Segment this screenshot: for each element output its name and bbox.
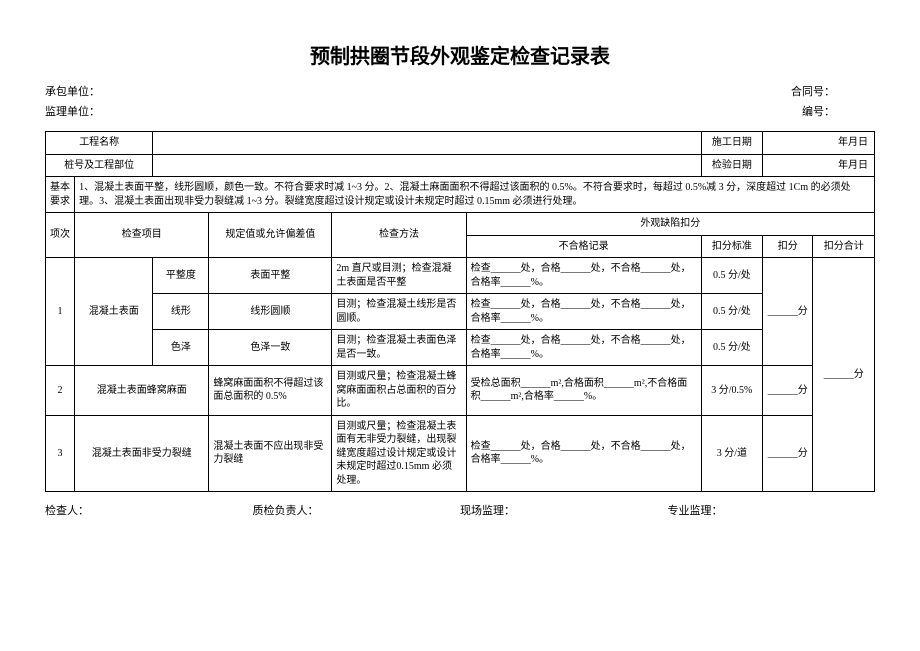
cell-spec: 色泽一致 <box>209 330 332 366</box>
footer-row: 检查人： 质检负责人： 现场监理： 专业监理： <box>45 502 875 518</box>
footer-site-supervisor: 现场监理： <box>460 502 668 518</box>
cell-deduct: ______分 <box>763 258 813 366</box>
serial-no-label: 编号： <box>802 103 835 119</box>
col-defect-header: 外观缺陷扣分 <box>466 213 874 236</box>
cell-fail: 受检总面积______m²,合格面积______m²,不合格面积______m²… <box>466 366 701 416</box>
cell-spec: 表面平整 <box>209 258 332 294</box>
pile-label: 桩号及工程部位 <box>46 154 153 177</box>
header-row-2: 监理单位： 编号： <box>45 103 875 119</box>
project-name-label: 工程名称 <box>46 132 153 155</box>
cell-std: 0.5 分/处 <box>701 258 763 294</box>
cell-std: 0.5 分/处 <box>701 294 763 330</box>
col-seq: 项次 <box>46 213 75 258</box>
cell-method: 2m 直尺或目测；检查混凝土表面是否平整 <box>332 258 466 294</box>
row-project-name: 工程名称 施工日期 年月日 <box>46 132 875 155</box>
contractor-label: 承包单位： <box>45 83 100 99</box>
inspection-table: 工程名称 施工日期 年月日 桩号及工程部位 检验日期 年月日 基本要求 1、混凝… <box>45 131 875 492</box>
row-columns-1: 项次 检查项目 规定值或允许偏差值 检查方法 外观缺陷扣分 <box>46 213 875 236</box>
page-title: 预制拱圈节段外观鉴定检查记录表 <box>45 40 875 69</box>
cell-fail: 检查______处，合格______处，不合格______处，合格率______… <box>466 294 701 330</box>
cell-seq: 3 <box>46 415 75 492</box>
table-row: 线形 线形圆顺 目测；检查混凝土线形是否圆顺。 检查______处，合格____… <box>46 294 875 330</box>
cell-method: 目测；检查混凝土线形是否圆顺。 <box>332 294 466 330</box>
contract-no-label: 合同号： <box>791 83 835 99</box>
col-deduct-total: 扣分合计 <box>813 235 875 258</box>
footer-inspector: 检查人： <box>45 502 253 518</box>
cell-spec: 混凝土表面不应出现非受力裂缝 <box>209 415 332 492</box>
footer-qc: 质检负责人： <box>253 502 461 518</box>
cell-method: 目测或尺量；检查混凝土蜂窝麻面面积占总面积的百分比。 <box>332 366 466 416</box>
table-row: 色泽 色泽一致 目测；检查混凝土表面色泽是否一致。 检查______处，合格__… <box>46 330 875 366</box>
col-deduct: 扣分 <box>763 235 813 258</box>
col-fail-record: 不合格记录 <box>466 235 701 258</box>
cell-fail: 检查______处，合格______处，不合格______处，合格率______… <box>466 415 701 492</box>
header-row-1: 承包单位： 合同号： <box>45 83 875 99</box>
basic-req-text: 1、混凝土表面平整，线形圆顺，颜色一致。不符合要求时减 1~3 分。2、混凝土麻… <box>75 177 875 213</box>
cell-name: 混凝土表面非受力裂缝 <box>75 415 209 492</box>
cell-std: 0.5 分/处 <box>701 330 763 366</box>
row-pile: 桩号及工程部位 检验日期 年月日 <box>46 154 875 177</box>
cell-seq: 2 <box>46 366 75 416</box>
supervisor-label: 监理单位： <box>45 103 100 119</box>
cell-sub: 平整度 <box>153 258 209 294</box>
cell-std: 3 分/道 <box>701 415 763 492</box>
basic-req-label: 基本要求 <box>46 177 75 213</box>
inspection-date-value: 年月日 <box>763 154 875 177</box>
cell-fail: 检查______处，合格______处，不合格______处，合格率______… <box>466 258 701 294</box>
project-name-value <box>153 132 701 155</box>
col-item: 检查项目 <box>75 213 209 258</box>
cell-sub: 线形 <box>153 294 209 330</box>
construction-date-label: 施工日期 <box>701 132 763 155</box>
cell-deduct: ______分 <box>763 366 813 416</box>
col-spec: 规定值或允许偏差值 <box>209 213 332 258</box>
cell-spec: 蜂窝麻面面积不得超过该面总面积的 0.5% <box>209 366 332 416</box>
cell-spec: 线形圆顺 <box>209 294 332 330</box>
cell-name: 混凝土表面 <box>75 258 153 366</box>
cell-deduct-total: ______分 <box>813 258 875 492</box>
col-method: 检查方法 <box>332 213 466 258</box>
footer-pro-supervisor: 专业监理： <box>668 502 876 518</box>
table-row: 2 混凝土表面蜂窝麻面 蜂窝麻面面积不得超过该面总面积的 0.5% 目测或尺量；… <box>46 366 875 416</box>
col-std: 扣分标准 <box>701 235 763 258</box>
cell-method: 目测或尺量；检查混凝土表面有无非受力裂缝，出现裂缝宽度超过设计规定或设计未规定时… <box>332 415 466 492</box>
cell-name: 混凝土表面蜂窝麻面 <box>75 366 209 416</box>
table-row: 3 混凝土表面非受力裂缝 混凝土表面不应出现非受力裂缝 目测或尺量；检查混凝土表… <box>46 415 875 492</box>
cell-fail: 检查______处，合格______处，不合格______处，合格率______… <box>466 330 701 366</box>
cell-seq: 1 <box>46 258 75 366</box>
row-basic-req: 基本要求 1、混凝土表面平整，线形圆顺，颜色一致。不符合要求时减 1~3 分。2… <box>46 177 875 213</box>
cell-deduct: ______分 <box>763 415 813 492</box>
pile-value <box>153 154 701 177</box>
table-row: 1 混凝土表面 平整度 表面平整 2m 直尺或目测；检查混凝土表面是否平整 检查… <box>46 258 875 294</box>
construction-date-value: 年月日 <box>763 132 875 155</box>
cell-sub: 色泽 <box>153 330 209 366</box>
cell-method: 目测；检查混凝土表面色泽是否一致。 <box>332 330 466 366</box>
inspection-date-label: 检验日期 <box>701 154 763 177</box>
cell-std: 3 分/0.5% <box>701 366 763 416</box>
